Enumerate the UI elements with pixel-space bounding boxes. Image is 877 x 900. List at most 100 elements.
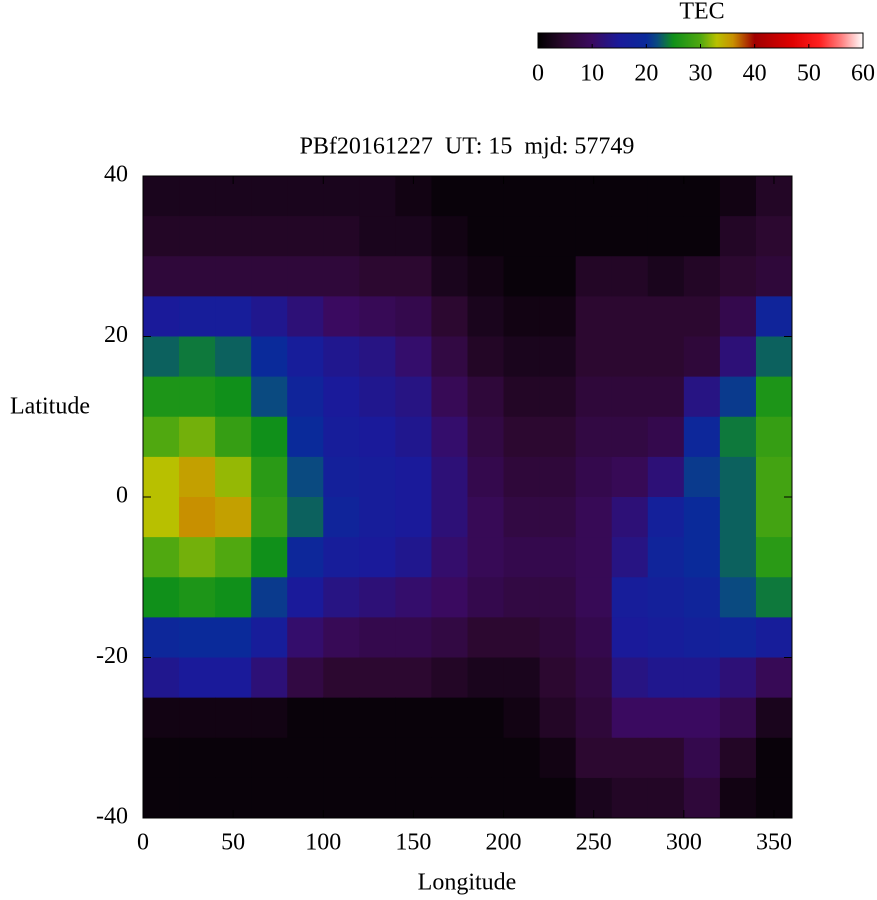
heatmap-cell [467, 737, 505, 779]
heatmap-cell [611, 617, 649, 658]
heatmap-cell [431, 697, 468, 739]
heatmap-cell [647, 657, 685, 699]
heatmap-cell [503, 497, 541, 538]
heatmap-cell [143, 537, 180, 578]
heatmap-cell [647, 737, 685, 779]
heatmap-cell [647, 537, 685, 578]
heatmap-cell [503, 777, 541, 819]
heatmap-cell [611, 256, 649, 297]
heatmap-cell [143, 737, 180, 779]
x-tick-label: 250 [576, 830, 612, 856]
heatmap-cell [143, 176, 180, 217]
heatmap-cell [395, 456, 432, 498]
heatmap-cell [611, 537, 649, 578]
heatmap-cell [467, 416, 505, 458]
heatmap-cell [683, 697, 721, 739]
heatmap-cell [143, 416, 180, 458]
heatmap-cell [503, 697, 541, 739]
heatmap-cell [179, 456, 216, 498]
heatmap-cell [755, 617, 793, 658]
heatmap-cell [611, 456, 649, 498]
heatmap-cell [611, 296, 649, 337]
colorbar-tick-label: 20 [634, 61, 658, 87]
chart-title: PBf20161227 UT: 15 mjd: 57749 [300, 134, 635, 160]
heatmap-cell [611, 176, 649, 217]
heatmap-cell [359, 216, 396, 257]
heatmap-cell [755, 537, 793, 578]
heatmap-cell [179, 497, 216, 538]
heatmap-cell [323, 497, 360, 538]
heatmap-cell [143, 456, 180, 498]
heatmap-cell [755, 416, 793, 458]
heatmap-cell [431, 497, 468, 538]
heatmap-cell [287, 737, 324, 779]
heatmap-cell [431, 216, 468, 257]
heatmap-cell [467, 256, 505, 297]
heatmap-cell [323, 617, 360, 658]
heatmap-cell [359, 777, 396, 819]
heatmap-cell [647, 296, 685, 337]
heatmap-cell [395, 296, 432, 337]
heatmap-cell [755, 336, 793, 378]
heatmap-cell [575, 336, 613, 378]
heatmap-cell [287, 617, 324, 658]
heatmap-cell [575, 296, 613, 337]
heatmap-cell [323, 456, 360, 498]
heatmap-cell [431, 296, 468, 337]
heatmap-cell [575, 697, 613, 739]
heatmap-cell [395, 737, 432, 779]
y-tick-label: 20 [104, 322, 128, 348]
heatmap-cell [683, 216, 721, 257]
heatmap-cell [503, 296, 541, 337]
heatmap-cell [467, 456, 505, 498]
heatmap-cell [251, 577, 288, 618]
heatmap-cell [179, 617, 216, 658]
heatmap-cell [503, 416, 541, 458]
heatmap-cell [359, 296, 396, 337]
heatmap-cell [215, 216, 252, 257]
heatmap-cell [215, 577, 252, 618]
heatmap-cell [215, 617, 252, 658]
heatmap-cell [215, 537, 252, 578]
heatmap-cell [647, 497, 685, 538]
heatmap-cell [359, 456, 396, 498]
heatmap-cell [503, 617, 541, 658]
heatmap-cell [503, 456, 541, 498]
heatmap-cell [359, 497, 396, 538]
heatmap-cell [323, 376, 360, 418]
x-tick-label: 100 [305, 830, 341, 856]
heatmap-cell [359, 256, 396, 297]
heatmap-cell [683, 416, 721, 458]
heatmap-cell [539, 416, 577, 458]
colorbar-tick-label: 40 [743, 61, 767, 87]
heatmap-cell [179, 777, 216, 819]
heatmap-cell [539, 777, 577, 819]
heatmap-cell [179, 416, 216, 458]
heatmap-cell [215, 336, 252, 378]
heatmap-cell [395, 216, 432, 257]
heatmap-cell [647, 216, 685, 257]
heatmap-cell [719, 256, 757, 297]
heatmap-cell [143, 336, 180, 378]
heatmap-cell [287, 256, 324, 297]
heatmap-cell [539, 697, 577, 739]
heatmap-cell [215, 296, 252, 337]
heatmap-cell [755, 216, 793, 257]
heatmap-cell [755, 456, 793, 498]
heatmap-cell [179, 216, 216, 257]
heatmap-cell [287, 336, 324, 378]
heatmap-cell [179, 737, 216, 779]
heatmap-cell [431, 737, 468, 779]
heatmap-cell [251, 617, 288, 658]
heatmap-cell [503, 216, 541, 257]
heatmap-cell [611, 216, 649, 257]
heatmap-cell [611, 497, 649, 538]
heatmap-cell [575, 617, 613, 658]
heatmap-cell [575, 216, 613, 257]
heatmap-cell [683, 456, 721, 498]
heatmap-cell [611, 577, 649, 618]
heatmap-cell [323, 737, 360, 779]
heatmap-cell [719, 777, 757, 819]
heatmap-cell [539, 657, 577, 699]
heatmap-cell [251, 336, 288, 378]
